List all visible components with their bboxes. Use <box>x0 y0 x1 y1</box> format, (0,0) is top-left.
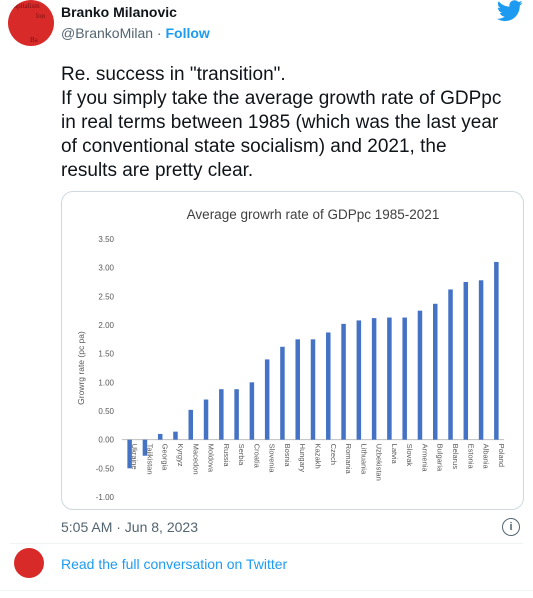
chart-bar <box>157 433 163 440</box>
x-tick-label: Macedon <box>191 444 200 475</box>
chart-bar <box>341 323 346 440</box>
x-tick-label: Uzbekistan <box>375 444 384 481</box>
avatar-text-3: Ba <box>30 36 38 44</box>
y-axis-label: Growrg rate (pc pa) <box>76 331 86 405</box>
author-name[interactable]: Branko Milanovic <box>61 4 177 20</box>
divider <box>0 590 533 591</box>
chart-bar <box>417 310 423 440</box>
x-tick-label: Bulgaria <box>436 444 445 472</box>
x-tick-label: Czech <box>329 444 338 465</box>
chart-bar <box>295 339 300 440</box>
chart-bar <box>234 389 239 440</box>
x-tick-label: Ukraine <box>130 444 139 470</box>
chart-bar <box>448 289 453 440</box>
x-tick-label: Poland <box>497 444 506 467</box>
x-tick-label: Belarus <box>451 444 460 470</box>
x-tick-label: Estonia <box>466 444 475 470</box>
chart-bar <box>371 318 377 440</box>
author-handle[interactable]: @BrankoMilan <box>61 25 154 41</box>
chart-bar <box>326 332 331 440</box>
tweet-line: of conventional state socialism) and 202… <box>61 136 447 157</box>
x-tick-label: Albania <box>482 444 491 470</box>
tweet-timestamp[interactable]: 5:05 AM · Jun 8, 2023 <box>61 519 198 535</box>
read-conversation-link[interactable]: Read the full conversation on Twitter <box>61 556 288 572</box>
chart-bar <box>387 317 392 440</box>
chart-bar <box>188 409 194 440</box>
separator: · <box>153 25 166 41</box>
twitter-bird-icon[interactable] <box>497 0 523 22</box>
y-tick-label: 0.00 <box>98 436 114 445</box>
chart-bar <box>173 431 178 440</box>
tweet-line: results are pretty clear. <box>61 160 254 181</box>
y-tick-label: -0.50 <box>96 464 115 473</box>
x-tick-label: Croatia <box>252 444 261 469</box>
y-tick-label: 3.50 <box>98 235 114 244</box>
x-tick-label: Slovenia <box>268 444 277 474</box>
tweet-line: If you simply take the average growth ra… <box>61 88 502 109</box>
tweet-text: Re. success in "transition". If you simp… <box>61 63 521 183</box>
x-tick-label: Kyrgyz <box>176 444 185 467</box>
chart-bar <box>127 439 132 469</box>
bar-chart: Average growrh rate of GDPpc 1985-2021 3.… <box>76 207 506 502</box>
x-tick-label: Romania <box>344 444 353 475</box>
y-tick-label: 2.00 <box>98 321 114 330</box>
chart-bar <box>264 359 270 440</box>
handle-row: @BrankoMilan · Follow <box>61 25 210 41</box>
x-tick-label: Russia <box>222 444 231 468</box>
x-tick-label: Kazakh <box>314 444 323 469</box>
chart-bar <box>402 317 407 440</box>
chart-bar <box>219 389 224 440</box>
chart-bar <box>463 282 469 440</box>
conversation-avatar <box>14 548 44 578</box>
divider <box>10 543 523 544</box>
chart-bar <box>494 261 499 440</box>
chart-bar <box>432 303 438 440</box>
tweet-line: Re. success in "transition". <box>61 64 286 85</box>
chart-bar <box>356 320 362 440</box>
x-tick-label: Lithuania <box>359 444 368 475</box>
x-tick-label: Tajikistan <box>145 444 154 475</box>
tweet-media-chart[interactable]: Average growrh rate of GDPpc 1985-2021 3.… <box>61 191 524 510</box>
x-tick-label: Bosnia <box>283 444 292 468</box>
x-tick-label: Slovak <box>405 444 414 467</box>
x-tick-label: Latvia <box>390 444 399 465</box>
author-avatar[interactable]: apitalism lon Ba <box>8 0 54 46</box>
x-tick-label: Moldova <box>207 444 216 473</box>
chart-bar <box>142 439 148 456</box>
x-tick-label: Georgia <box>161 444 170 472</box>
chart-bar <box>280 346 285 440</box>
chart-bar <box>310 339 316 440</box>
y-tick-label: 3.00 <box>98 264 114 273</box>
x-tick-label: Hungary <box>298 444 307 473</box>
y-tick-label: 2.50 <box>98 292 114 301</box>
chart-bar <box>249 382 255 440</box>
y-tick-label: 0.50 <box>98 407 114 416</box>
y-tick-label: 1.50 <box>98 350 114 359</box>
tweet-line: in real terms between 1985 (which was th… <box>61 112 499 133</box>
avatar-text-1: apitalism <box>14 2 40 10</box>
info-icon[interactable]: i <box>502 518 520 536</box>
x-tick-label: Armenia <box>420 444 429 473</box>
follow-button[interactable]: Follow <box>165 25 210 41</box>
avatar-text-2: lon <box>36 12 45 20</box>
y-tick-label: -1.00 <box>96 493 115 502</box>
chart-bar <box>203 399 209 440</box>
chart-bar <box>478 280 484 440</box>
chart-title: Average growrh rate of GDPpc 1985-2021 <box>187 207 440 222</box>
x-tick-label: Serbia <box>237 444 246 467</box>
y-tick-label: 1.00 <box>98 378 114 387</box>
